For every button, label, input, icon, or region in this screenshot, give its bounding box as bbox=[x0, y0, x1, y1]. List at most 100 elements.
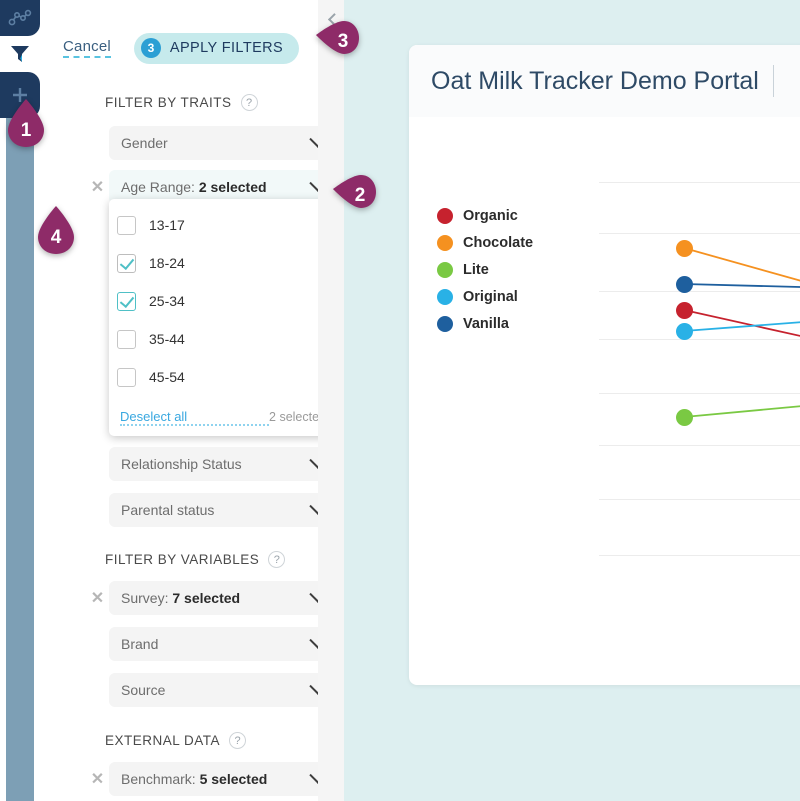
app-logo[interactable] bbox=[0, 0, 40, 36]
marker-number: 2 bbox=[354, 185, 366, 206]
age-range-option[interactable]: 13-17 bbox=[109, 206, 318, 244]
legend-color-swatch bbox=[437, 288, 453, 305]
legend-item[interactable]: Lite bbox=[437, 256, 533, 283]
dashboard-card: Oat Milk Tracker Demo Portal Organic Cho… bbox=[409, 45, 800, 685]
checkbox-checked-icon[interactable] bbox=[117, 291, 136, 311]
age-range-option[interactable]: 25-34 bbox=[109, 282, 318, 320]
chart-gridline bbox=[599, 393, 800, 394]
chart-data-point[interactable] bbox=[675, 408, 693, 426]
legend-item[interactable]: Chocolate bbox=[437, 229, 533, 256]
marker-pin-icon bbox=[316, 21, 359, 54]
chart-series-line bbox=[683, 309, 800, 337]
apply-filters-button[interactable]: 3 APPLY FILTERS bbox=[133, 32, 300, 64]
marker-pin-icon bbox=[333, 175, 376, 208]
chart-series-line bbox=[683, 247, 800, 282]
filter-field-label: Brand bbox=[121, 636, 159, 652]
help-icon[interactable]: ? bbox=[229, 732, 247, 749]
chart-data-point[interactable] bbox=[675, 275, 693, 293]
age-range-option[interactable]: 35-44 bbox=[109, 320, 318, 358]
marker-number: 3 bbox=[337, 31, 349, 52]
chart-data-point[interactable] bbox=[675, 239, 693, 257]
filter-field-relationship-status[interactable]: Relationship Status bbox=[109, 447, 318, 481]
legend-label: Organic bbox=[463, 207, 518, 224]
dashboard-canvas: Oat Milk Tracker Demo Portal Organic Cho… bbox=[344, 0, 800, 801]
filter-rail-button[interactable] bbox=[0, 38, 40, 70]
clear-filter-survey[interactable]: ✕ bbox=[90, 590, 105, 607]
selected-count-label: 2 selected bbox=[269, 410, 318, 424]
annotation-marker: 3 bbox=[315, 20, 359, 70]
deselect-all-link[interactable]: Deselect all bbox=[120, 409, 270, 426]
age-range-option[interactable]: 45-54 bbox=[109, 358, 318, 396]
card-header: Oat Milk Tracker Demo Portal bbox=[409, 45, 800, 117]
funnel-icon bbox=[11, 46, 29, 62]
filter-field-source[interactable]: Source bbox=[109, 673, 318, 707]
filter-field-survey[interactable]: Survey: 7 selected bbox=[109, 581, 318, 615]
help-icon[interactable]: ? bbox=[268, 551, 286, 568]
legend-color-swatch bbox=[437, 315, 453, 332]
checkbox-checked-icon[interactable] bbox=[117, 253, 136, 273]
chart-series-line bbox=[683, 283, 800, 288]
filter-panel: Cancel 3 APPLY FILTERS FILTER BY TRAITS … bbox=[40, 0, 318, 801]
filter-field-label: Age Range: 2 selected bbox=[121, 179, 267, 195]
checkbox-unchecked-icon[interactable] bbox=[117, 367, 136, 387]
chart-gridline bbox=[599, 233, 800, 234]
age-range-option[interactable]: 18-24 bbox=[109, 244, 318, 282]
filter-field-brand[interactable]: Brand bbox=[109, 627, 318, 661]
legend-item[interactable]: Original bbox=[437, 283, 533, 310]
section-external-data: EXTERNAL DATA ? bbox=[105, 732, 247, 749]
chart-gridline bbox=[599, 291, 800, 292]
chart-gridline bbox=[599, 445, 800, 446]
filter-field-label: Relationship Status bbox=[121, 456, 242, 472]
chart-gridline bbox=[599, 339, 800, 340]
chart-series-lines bbox=[683, 247, 800, 418]
filter-field-label: Source bbox=[121, 682, 166, 698]
filter-field-label: Parental status bbox=[121, 502, 215, 518]
panel-gutter bbox=[318, 0, 344, 801]
filter-field-benchmark[interactable]: Benchmark: 5 selected bbox=[109, 762, 318, 796]
filter-field-label: Survey: 7 selected bbox=[121, 590, 241, 606]
filter-field-parental-status[interactable]: Parental status bbox=[109, 493, 318, 527]
annotation-marker: 4 bbox=[34, 205, 78, 255]
legend-item[interactable]: Organic bbox=[437, 202, 533, 229]
option-label: 25-34 bbox=[149, 293, 185, 309]
checkbox-unchecked-icon[interactable] bbox=[117, 329, 136, 349]
rail-scroll-bar bbox=[6, 118, 34, 801]
checkbox-unchecked-icon[interactable] bbox=[117, 215, 136, 235]
legend-color-swatch bbox=[437, 261, 453, 278]
chart-series-line bbox=[683, 405, 800, 418]
chart-legend: Organic Chocolate Lite Original bbox=[437, 202, 533, 337]
dropdown-footer: Deselect all 2 selected bbox=[109, 398, 318, 436]
title-divider bbox=[772, 65, 774, 97]
age-range-dropdown: 13-17 18-24 25-34 35-44 45-54 bbox=[109, 199, 318, 436]
legend-label: Lite bbox=[463, 261, 489, 278]
filter-action-bar: Cancel 3 APPLY FILTERS bbox=[40, 30, 318, 66]
section-filter-by-variables: FILTER BY VARIABLES ? bbox=[105, 551, 286, 568]
option-label: 13-17 bbox=[149, 217, 185, 233]
clear-filter-age-range[interactable]: ✕ bbox=[90, 179, 105, 196]
legend-item[interactable]: Vanilla bbox=[437, 310, 533, 337]
filter-field-label: Gender bbox=[121, 135, 168, 151]
legend-label: Original bbox=[463, 288, 518, 305]
section-title: EXTERNAL DATA bbox=[105, 733, 221, 748]
marker-pin-icon bbox=[8, 99, 44, 147]
option-label: 35-44 bbox=[149, 331, 185, 347]
chart-data-point[interactable] bbox=[675, 301, 693, 319]
marker-number: 4 bbox=[50, 227, 62, 248]
clear-filter-benchmark[interactable]: ✕ bbox=[90, 771, 105, 788]
chart-data-point[interactable] bbox=[675, 322, 693, 340]
filter-field-age-range[interactable]: Age Range: 2 selected bbox=[109, 170, 318, 204]
section-title: FILTER BY TRAITS bbox=[105, 95, 232, 110]
marker-number: 1 bbox=[20, 120, 32, 141]
section-filter-by-traits: FILTER BY TRAITS ? bbox=[105, 94, 258, 111]
marker-pin-icon bbox=[38, 206, 74, 254]
option-label: 45-54 bbox=[149, 369, 185, 385]
cancel-button[interactable]: Cancel bbox=[63, 38, 111, 58]
filter-field-gender[interactable]: Gender bbox=[109, 126, 318, 160]
apply-filters-label: APPLY FILTERS bbox=[169, 40, 284, 56]
chart-gridline bbox=[599, 182, 800, 183]
legend-color-swatch bbox=[437, 234, 453, 251]
age-range-option-list: 13-17 18-24 25-34 35-44 45-54 bbox=[109, 206, 318, 398]
apply-filters-count-badge: 3 bbox=[140, 38, 161, 58]
help-icon[interactable]: ? bbox=[240, 94, 258, 111]
